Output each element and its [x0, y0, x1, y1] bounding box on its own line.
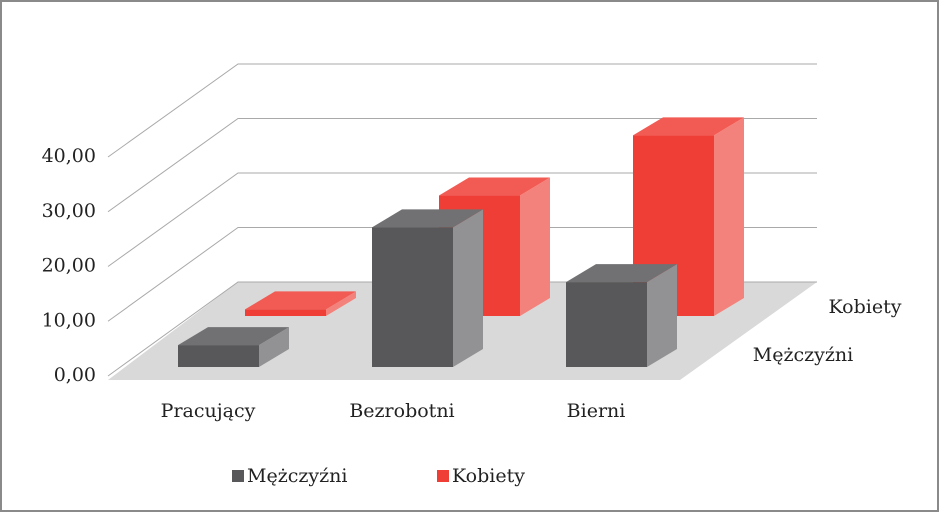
depth-label: Kobiety [829, 296, 902, 318]
bar-top [372, 209, 483, 228]
y-tick-label: 20,00 [42, 255, 96, 277]
bar-top [178, 327, 289, 346]
bar-side [259, 327, 289, 367]
x-tick-label: Pracujący [161, 400, 256, 422]
grid-line [107, 63, 817, 158]
x-tick-label: Bezrobotni [349, 400, 454, 422]
bar-front [566, 282, 647, 367]
legend-swatch [437, 470, 449, 482]
bar-top [566, 264, 677, 283]
y-tick-label: 10,00 [42, 309, 96, 331]
y-tick-label: 30,00 [42, 200, 96, 222]
bar-top [439, 177, 550, 196]
grid-line [107, 172, 817, 267]
y-tick-label: 0,00 [54, 364, 96, 386]
bar [245, 291, 356, 316]
bar-front [178, 345, 259, 367]
x-tick-label: Bierni [567, 400, 626, 422]
bar-side [326, 291, 356, 316]
legend-label: Mężczyźni [247, 465, 347, 487]
bar-top [633, 117, 744, 136]
grid-line [107, 227, 817, 322]
bar-side [647, 264, 677, 367]
bar-top [245, 291, 356, 310]
bar-side [453, 209, 483, 367]
bar [178, 327, 289, 367]
bar [566, 264, 677, 367]
bar-side [714, 117, 744, 316]
legend-swatch [232, 470, 244, 482]
bar-front [372, 227, 453, 367]
bar-front [245, 309, 326, 316]
grid-line [107, 118, 817, 213]
bar [372, 209, 483, 367]
legend-label: Kobiety [452, 465, 525, 487]
y-tick-label: 40,00 [42, 145, 96, 167]
depth-label: Mężczyźni [753, 344, 853, 366]
bar-side [520, 177, 550, 316]
